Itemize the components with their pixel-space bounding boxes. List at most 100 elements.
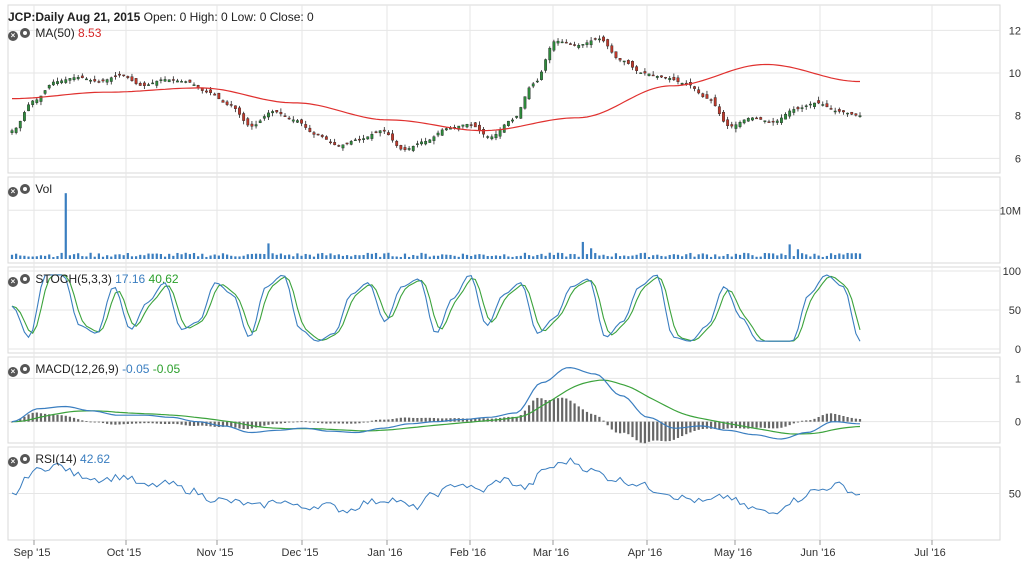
candle-body bbox=[225, 101, 229, 105]
header-line: JCP:Daily Aug 21, 2015 Open: 0 High: 0 L… bbox=[8, 10, 314, 24]
macd-histogram-bar bbox=[263, 421, 266, 426]
volume-bar bbox=[130, 256, 134, 259]
candle-body bbox=[374, 131, 378, 133]
macd-histogram-bar bbox=[370, 420, 373, 422]
volume-bar bbox=[333, 255, 336, 259]
macd-histogram-bar bbox=[304, 421, 307, 423]
gear-icon[interactable] bbox=[20, 28, 30, 38]
close-icon[interactable]: × bbox=[8, 277, 18, 287]
volume-bar bbox=[271, 253, 274, 259]
candle-body bbox=[320, 134, 324, 137]
volume-bar bbox=[68, 255, 72, 259]
macd-histogram-bar bbox=[172, 421, 175, 424]
volume-bar bbox=[337, 254, 340, 259]
macd-histogram-bar bbox=[602, 420, 605, 422]
volume-bar bbox=[614, 253, 618, 259]
macd-histogram-bar bbox=[387, 419, 390, 422]
gear-icon[interactable] bbox=[20, 274, 30, 284]
macd-histogram-bar bbox=[800, 420, 804, 422]
candle-body bbox=[27, 104, 30, 112]
volume-bar bbox=[561, 253, 564, 259]
macd-histogram-bar bbox=[85, 421, 88, 422]
candle-body bbox=[523, 96, 527, 109]
candle-body bbox=[635, 66, 639, 71]
ma-line bbox=[12, 63, 860, 132]
macd-histogram-bar bbox=[660, 421, 663, 441]
close-icon[interactable]: × bbox=[8, 457, 18, 467]
candle-body bbox=[23, 112, 26, 121]
volume-bar bbox=[689, 252, 692, 259]
volume-bar bbox=[110, 256, 113, 259]
macd-histogram-bar bbox=[676, 421, 680, 438]
volume-bar bbox=[800, 253, 804, 259]
volume-bar bbox=[656, 254, 659, 259]
candle-body bbox=[494, 134, 498, 139]
gear-icon[interactable] bbox=[20, 454, 30, 464]
volume-bar bbox=[205, 256, 208, 259]
volume-bar bbox=[813, 253, 816, 259]
macd-histogram-bar bbox=[201, 421, 204, 426]
candle-body bbox=[515, 115, 519, 118]
volume-bar bbox=[387, 252, 390, 259]
gear-icon[interactable] bbox=[20, 364, 30, 374]
volume-bar bbox=[350, 256, 353, 259]
gear-icon[interactable] bbox=[20, 184, 30, 194]
macd-histogram-bar bbox=[718, 421, 721, 430]
volume-bar bbox=[788, 244, 791, 259]
candle-body bbox=[527, 87, 531, 100]
macd-histogram-bar bbox=[738, 421, 742, 429]
candle-body bbox=[68, 78, 72, 81]
candle-body bbox=[478, 124, 481, 131]
candle-body bbox=[324, 136, 328, 140]
volume-bar bbox=[631, 255, 634, 259]
volume-bar bbox=[705, 254, 709, 259]
macd-histogram-bar bbox=[482, 418, 485, 422]
macd-histogram-bar bbox=[701, 421, 704, 430]
candle-body bbox=[358, 138, 361, 141]
volume-bar bbox=[64, 193, 67, 259]
candle-body bbox=[167, 79, 171, 83]
candle-body bbox=[229, 104, 233, 106]
volume-bar bbox=[370, 253, 373, 259]
volume-bar bbox=[532, 256, 535, 259]
candle-body bbox=[693, 86, 696, 89]
candle-body bbox=[556, 40, 560, 44]
candle-body bbox=[490, 136, 494, 140]
candle-body bbox=[366, 136, 370, 140]
candle-body bbox=[784, 113, 787, 120]
macd-histogram-bar bbox=[408, 417, 411, 422]
candle-body bbox=[440, 129, 444, 136]
volume-bar bbox=[81, 256, 84, 259]
volume-bar bbox=[556, 252, 560, 259]
close-icon[interactable]: × bbox=[8, 187, 18, 197]
candle-body bbox=[564, 41, 568, 44]
candle-body bbox=[717, 106, 721, 115]
volume-bar bbox=[221, 253, 225, 259]
macd-histogram-bar bbox=[383, 419, 386, 422]
macd-histogram-bar bbox=[27, 414, 30, 422]
volume-bar bbox=[226, 254, 229, 259]
macd-histogram-bar bbox=[842, 415, 845, 422]
macd-histogram-bar bbox=[118, 421, 121, 425]
macd-histogram-bar bbox=[93, 421, 96, 423]
close-icon[interactable]: × bbox=[8, 367, 18, 377]
candle-body bbox=[548, 47, 552, 61]
macd-histogram-bar bbox=[594, 414, 597, 422]
volume-bar bbox=[304, 253, 307, 259]
volume-bar bbox=[474, 254, 477, 259]
volume-bar bbox=[27, 256, 30, 259]
close-icon[interactable]: × bbox=[8, 31, 18, 41]
volume-bar bbox=[751, 255, 754, 259]
candle-body bbox=[664, 77, 667, 79]
panel-frame bbox=[7, 356, 1001, 444]
candle-body bbox=[755, 117, 758, 120]
symbol-label: JCP:Daily Aug 21, 2015 bbox=[8, 10, 141, 24]
macd-histogram-bar bbox=[519, 415, 522, 422]
candle-body bbox=[233, 105, 237, 109]
macd-histogram-bar bbox=[350, 421, 353, 424]
candle-body bbox=[651, 74, 655, 77]
volume-bar bbox=[714, 254, 717, 259]
macd-histogram-bar bbox=[631, 421, 634, 438]
macd-histogram-bar bbox=[168, 421, 171, 424]
candle-body bbox=[511, 119, 514, 122]
